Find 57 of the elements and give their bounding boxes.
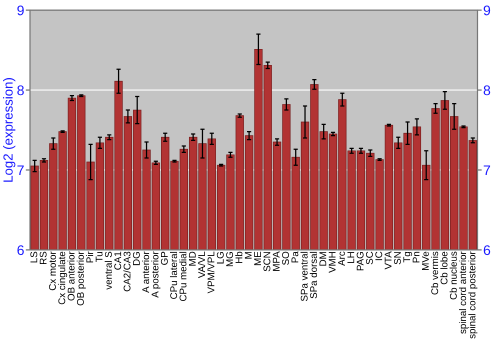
x-tick-label: MD xyxy=(188,252,196,266)
x-tick-label: MG xyxy=(226,252,234,266)
x-tick-label: VTA xyxy=(384,251,392,270)
x-tick-label: Pa xyxy=(292,251,298,262)
y-tick-label: 8 xyxy=(17,85,24,96)
x-tick-label: CPu medial xyxy=(179,252,186,302)
x-tick-label: M xyxy=(244,252,252,259)
y-tick-label: 7 xyxy=(17,165,24,176)
y2-tick-label: 7 xyxy=(484,165,490,176)
x-tick-label: Cb vermis xyxy=(431,252,438,295)
y-axis-title: Log2 (expression) xyxy=(3,78,16,182)
x-tick-label: MVe xyxy=(422,252,429,270)
x-tick-label: Cx motor xyxy=(49,251,56,290)
x-tick-label: IC xyxy=(375,252,382,260)
x-tick-label: Cx cingulate xyxy=(58,252,68,304)
x-tick-label: Cb lobe xyxy=(440,252,448,284)
y2-tick-label: 9 xyxy=(484,5,490,16)
x-tick-label: SN xyxy=(394,252,401,264)
x-tick-label: RS xyxy=(40,252,47,264)
x-tick-label: LS xyxy=(30,252,38,262)
y2-tick-label: 8 xyxy=(484,85,490,96)
x-tick-label: Arc xyxy=(338,252,345,266)
x-tick-label: SCN xyxy=(263,252,270,272)
x-tick-label: Hb xyxy=(235,252,242,263)
x-tick-label: OB anterior xyxy=(67,251,75,301)
y-tick-label: 9 xyxy=(17,5,24,16)
x-tick-label: A posterior xyxy=(151,251,160,298)
x-tick-label: SC xyxy=(366,252,373,264)
x-tick-label: Cb nucleus xyxy=(450,252,457,300)
y2-tick-label: 6 xyxy=(484,245,490,256)
x-tick-label: ventral S xyxy=(104,252,112,290)
x-tick-label: Pir xyxy=(86,251,94,262)
x-tick-label: Tu xyxy=(96,252,103,262)
x-tick-label: SO xyxy=(282,252,289,265)
x-tick-label: MPA xyxy=(272,251,280,271)
x-tick-label: VA/VL xyxy=(198,252,206,278)
x-tick-label: VMH xyxy=(328,252,336,273)
x-tick-label: LG xyxy=(216,252,224,264)
x-tick-label: Tg xyxy=(403,252,412,262)
x-tick-label: CPu lateral xyxy=(170,252,178,299)
x-tick-label: A anterior xyxy=(142,251,150,293)
x-tick-label: PAG xyxy=(356,252,364,270)
x-tick-label: CA2/CA3 xyxy=(123,252,130,292)
x-tick-label: CA1 xyxy=(114,252,122,270)
x-tick-label: GP xyxy=(160,252,168,265)
y-tick-label: 6 xyxy=(17,245,24,256)
x-tick-label: DM xyxy=(319,252,326,266)
x-tick-label: LH xyxy=(347,252,354,263)
x-tick-label: spinal cord anterior xyxy=(458,251,468,334)
x-tick-label: SPa dorsal xyxy=(310,252,317,298)
x-tick-label: spinal cord posterior xyxy=(468,251,478,339)
x-tick-label: VPM/VPL xyxy=(207,252,214,294)
x-tick-label: ME xyxy=(254,252,261,266)
x-tick-label: DG xyxy=(132,252,140,266)
x-tick-label: SPa ventral xyxy=(300,252,308,302)
x-tick-label: OB posterior xyxy=(76,251,86,306)
x-tick-label: Pn xyxy=(412,252,420,262)
